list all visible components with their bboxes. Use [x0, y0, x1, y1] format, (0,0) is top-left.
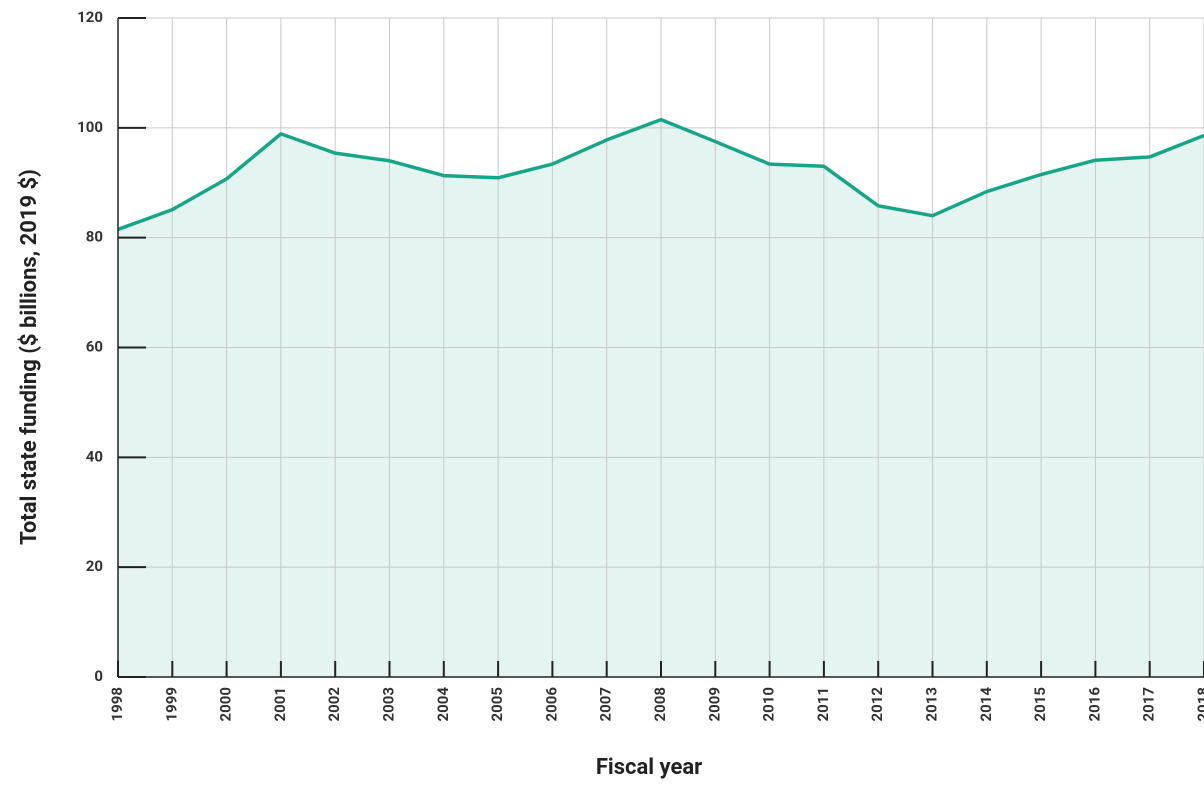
- x-tick-label: 2008: [651, 687, 669, 721]
- y-tick-label: 100: [77, 118, 103, 136]
- x-tick-label: 2012: [868, 687, 886, 722]
- x-axis-title: Fiscal year: [596, 755, 702, 780]
- y-tick-label: 20: [86, 557, 103, 575]
- x-tick-label: 2002: [325, 687, 343, 722]
- x-tick-label: 1999: [162, 687, 180, 721]
- x-tick-label: 2006: [542, 687, 560, 722]
- y-axis-title: Total state funding ($ billions, 2019 $): [17, 169, 42, 545]
- x-tick-label: 2011: [814, 687, 832, 721]
- y-tick-label: 0: [94, 667, 103, 685]
- y-tick-label: 60: [86, 337, 103, 355]
- x-tick-label: 2004: [434, 687, 452, 722]
- y-tick-label: 40: [86, 447, 103, 465]
- x-tick-label: 1998: [108, 687, 126, 721]
- x-tick-label: 2017: [1140, 687, 1158, 721]
- x-tick-label: 2001: [271, 687, 289, 721]
- x-tick-label: 2014: [977, 687, 995, 722]
- x-tick-label: 2015: [1031, 687, 1049, 721]
- x-tick-label: 2003: [379, 687, 397, 721]
- y-tick-label: 80: [86, 228, 103, 246]
- y-tick-label: 120: [77, 8, 103, 26]
- x-tick-label: 2016: [1085, 687, 1103, 722]
- x-tick-label: 2000: [217, 687, 235, 721]
- x-tick-label: 2018: [1194, 687, 1204, 721]
- x-tick-label: 2010: [760, 687, 778, 721]
- x-tick-label: 2009: [705, 687, 723, 721]
- line: [117, 117, 1204, 232]
- x-tick-label: 2007: [597, 687, 615, 721]
- x-tick-label: 2005: [488, 687, 506, 721]
- x-tick-label: 2013: [922, 687, 940, 721]
